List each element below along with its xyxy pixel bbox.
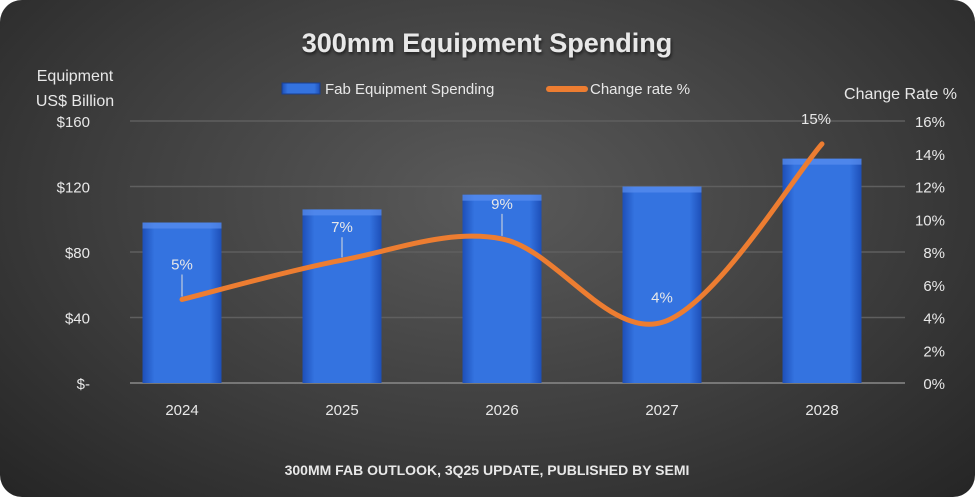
y-right-tick-label: 10% [915, 212, 945, 229]
data-label-2026: 9% [491, 196, 513, 213]
y-left-label-line2: US$ Billion [36, 93, 114, 110]
y-left-tick-label: $160 [57, 114, 90, 131]
data-label-2025: 7% [331, 219, 353, 236]
data-label-2027: 4% [651, 289, 673, 306]
legend-swatch-line [546, 86, 588, 92]
bar-2024 [142, 222, 222, 383]
y-left-tick-label: $120 [57, 180, 90, 197]
x-tick-label: 2028 [805, 402, 838, 419]
change-rate-line [179, 141, 825, 327]
y-left-tick-label: $80 [65, 245, 90, 262]
x-tick-label: 2024 [165, 402, 198, 419]
y-right-tick-label: 0% [923, 376, 945, 393]
bar-bevel [142, 222, 222, 229]
data-label-2028: 15% [801, 111, 831, 128]
chart-title: 300mm Equipment Spending [302, 28, 673, 58]
x-tick-label: 2026 [485, 402, 518, 419]
legend-label-bars: Fab Equipment Spending [325, 81, 494, 98]
y-left-tick-label: $- [77, 376, 90, 393]
y-right-tick-label: 8% [923, 245, 945, 262]
y-right-tick-label: 16% [915, 114, 945, 131]
legend-label-line: Change rate % [590, 81, 690, 98]
bar-bevel [302, 209, 382, 216]
y-right-tick-label: 12% [915, 180, 945, 197]
footer-source: 300MM FAB OUTLOOK, 3Q25 UPDATE, PUBLISHE… [285, 462, 690, 478]
data-label-2024: 5% [171, 256, 193, 273]
legend: Fab Equipment Spending Change rate % [281, 81, 690, 98]
x-tick-label: 2025 [325, 402, 358, 419]
bar-bevel [462, 194, 542, 201]
y-right-tick-label: 14% [915, 147, 945, 164]
y-right-tick-label: 6% [923, 278, 945, 295]
legend-swatch-bars [281, 82, 321, 95]
bar-2027 [622, 186, 702, 383]
bar-bevel [782, 158, 862, 165]
y-left-tick-label: $40 [65, 311, 90, 328]
y-right-label: Change Rate % [844, 86, 957, 103]
x-tick-label: 2027 [645, 402, 678, 419]
y-right-tick-label: 2% [923, 343, 945, 360]
bar-2028 [782, 158, 862, 383]
y-right-tick-label: 4% [923, 311, 945, 328]
bar-bevel [622, 186, 702, 193]
y-left-label-line1: Equipment [37, 68, 114, 85]
